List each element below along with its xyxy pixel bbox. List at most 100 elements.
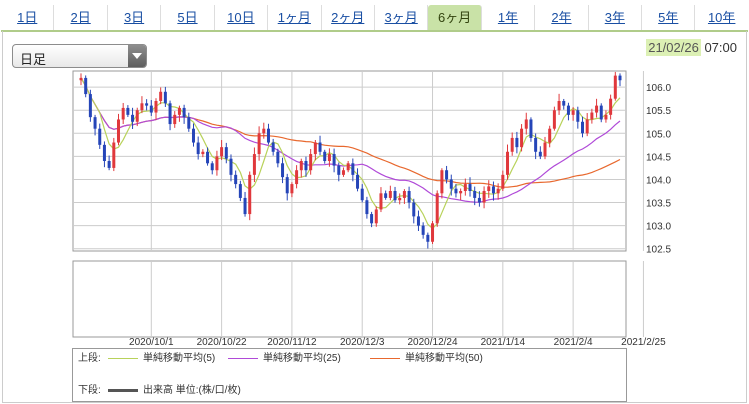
candle-body bbox=[370, 214, 374, 224]
timestamp: 21/02/26 07:00 bbox=[646, 39, 737, 56]
chart-type-select[interactable]: 日足 bbox=[12, 44, 147, 68]
candle-body bbox=[543, 142, 547, 157]
candle-body bbox=[154, 101, 158, 113]
candle-body bbox=[506, 151, 510, 175]
candle-body bbox=[454, 188, 458, 194]
candle-body bbox=[590, 112, 594, 120]
candle-body bbox=[491, 186, 495, 194]
candle-body bbox=[276, 151, 280, 164]
candle-body bbox=[313, 142, 317, 155]
candle-body bbox=[440, 170, 444, 194]
y-tick-label: 104.5 bbox=[646, 152, 671, 163]
candle-body bbox=[281, 163, 285, 178]
candle-body bbox=[177, 107, 181, 115]
candle-body bbox=[468, 184, 472, 191]
tab-0[interactable]: 1日 bbox=[1, 5, 55, 30]
legend-ma25: 単純移動平均(25) bbox=[228, 352, 341, 366]
candle-body bbox=[234, 174, 238, 185]
candle-body bbox=[201, 151, 205, 155]
ma5-line-icon bbox=[108, 357, 138, 359]
legend-volume: 出来高 単位:(株/口/枚) bbox=[108, 384, 241, 398]
candle-body bbox=[168, 103, 172, 125]
candle-body bbox=[534, 137, 538, 152]
candle-body bbox=[196, 142, 200, 155]
price-panel-border bbox=[72, 70, 627, 252]
y-tick-label: 105.0 bbox=[646, 129, 671, 140]
tab-3[interactable]: 5日 bbox=[161, 5, 215, 30]
tab-1[interactable]: 2日 bbox=[54, 5, 108, 30]
tab-4[interactable]: 10日 bbox=[215, 5, 269, 30]
legend-ma5-label: 単純移動平均(5) bbox=[143, 353, 216, 364]
candle-body bbox=[459, 191, 463, 194]
tab-6[interactable]: 2ヶ月 bbox=[322, 5, 375, 30]
tab-10[interactable]: 2年 bbox=[535, 5, 589, 30]
candle-body bbox=[431, 223, 435, 242]
candle-body bbox=[360, 188, 364, 201]
candle-body bbox=[252, 154, 256, 175]
candle-body bbox=[599, 105, 603, 120]
candle-body bbox=[604, 114, 608, 120]
candle-body bbox=[163, 91, 167, 104]
volume-line-icon bbox=[108, 388, 138, 392]
candle-body bbox=[388, 191, 392, 198]
candle-body bbox=[121, 107, 125, 120]
x-tick-label: 2020/10/22 bbox=[197, 337, 247, 348]
tab-2[interactable]: 3日 bbox=[108, 5, 162, 30]
candle-body bbox=[257, 133, 261, 155]
candle-body bbox=[421, 225, 425, 235]
x-tick-label: 2021/2/25 bbox=[621, 337, 666, 348]
candle-body bbox=[149, 105, 153, 113]
candle-body bbox=[449, 179, 453, 189]
candle-body bbox=[337, 165, 341, 175]
tab-9[interactable]: 1年 bbox=[482, 5, 536, 30]
candle-body bbox=[398, 197, 402, 201]
candle-body bbox=[285, 177, 289, 194]
candle-body bbox=[581, 121, 585, 134]
candle-body bbox=[585, 119, 589, 134]
candle-body bbox=[463, 184, 467, 191]
legend-lower-row: 下段: 出来高 単位:(株/口/枚) bbox=[78, 384, 241, 398]
candle-body bbox=[220, 147, 224, 157]
candle-body bbox=[206, 151, 210, 164]
ma25-line-icon bbox=[228, 357, 258, 359]
candle-body bbox=[435, 193, 439, 224]
tab-5[interactable]: 1ヶ月 bbox=[268, 5, 322, 30]
chevron-down-icon[interactable] bbox=[128, 45, 146, 67]
candle-body bbox=[173, 114, 177, 125]
candle-body bbox=[295, 170, 299, 185]
candle-body bbox=[562, 101, 566, 106]
y-tick-label: 103.5 bbox=[646, 199, 671, 210]
tab-11[interactable]: 3年 bbox=[589, 5, 643, 30]
candle-body bbox=[323, 151, 327, 161]
candle-body bbox=[238, 184, 242, 198]
candle-body bbox=[613, 75, 617, 99]
candle-body bbox=[299, 161, 303, 171]
tab-7[interactable]: 3ヶ月 bbox=[375, 5, 429, 30]
candle-body bbox=[402, 191, 406, 198]
candle-body bbox=[79, 77, 83, 81]
candle-body bbox=[266, 128, 270, 143]
legend-volume-label: 出来高 単位:(株/口/枚) bbox=[143, 385, 241, 396]
legend-upper-label: 上段: bbox=[78, 353, 101, 364]
candle-body bbox=[131, 114, 135, 122]
candle-body bbox=[412, 202, 416, 217]
tab-13[interactable]: 10年 bbox=[707, 10, 736, 25]
candle-body bbox=[595, 105, 599, 113]
candle-body bbox=[510, 137, 514, 152]
candle-body bbox=[571, 110, 575, 115]
candle-body bbox=[215, 156, 219, 171]
candle-body bbox=[426, 234, 430, 242]
candle-body bbox=[191, 128, 195, 143]
legend-lower-label: 下段: bbox=[78, 385, 101, 396]
legend-ma25-label: 単純移動平均(25) bbox=[263, 353, 341, 364]
candle-body bbox=[140, 103, 144, 111]
candle-body bbox=[538, 151, 542, 157]
candle-body bbox=[557, 101, 561, 111]
candle-body bbox=[112, 142, 116, 168]
tab-8[interactable]: 6ヶ月 bbox=[428, 5, 482, 30]
chart-type-select-value: 日足 bbox=[20, 52, 47, 67]
candle-body bbox=[384, 193, 388, 198]
tab-12[interactable]: 5年 bbox=[642, 5, 696, 30]
candle-body bbox=[135, 110, 139, 122]
y-tick-label: 103.0 bbox=[646, 222, 671, 233]
